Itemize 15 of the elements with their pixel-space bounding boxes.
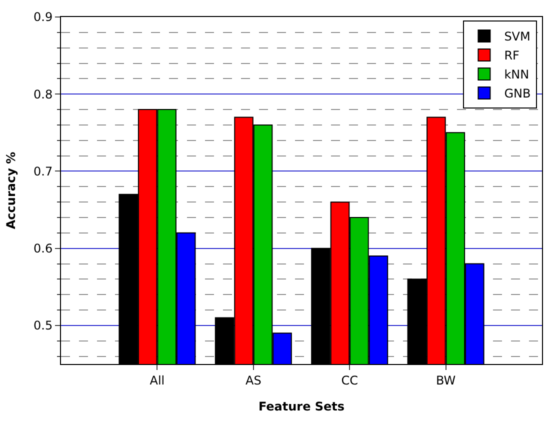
y-axis-title: Accuracy % xyxy=(4,152,18,230)
legend-label: SVM xyxy=(504,30,530,44)
legend-label: kNN xyxy=(504,68,530,82)
x-axis-title: Feature Sets xyxy=(258,399,345,414)
legend-label: RF xyxy=(504,48,520,63)
legend-label: GNB xyxy=(504,86,531,101)
y-tick-label: 0.5 xyxy=(34,318,53,333)
x-tick-label: BW xyxy=(436,373,456,388)
y-tick-label: 0.9 xyxy=(34,10,53,24)
x-tick-label: AS xyxy=(245,373,262,388)
y-tick-label: 0.6 xyxy=(34,242,53,256)
x-tick-label: CC xyxy=(341,373,358,388)
x-tick-label: All xyxy=(150,373,165,388)
y-tick-label: 0.8 xyxy=(34,87,53,102)
y-tick-label: 0.7 xyxy=(34,164,53,178)
